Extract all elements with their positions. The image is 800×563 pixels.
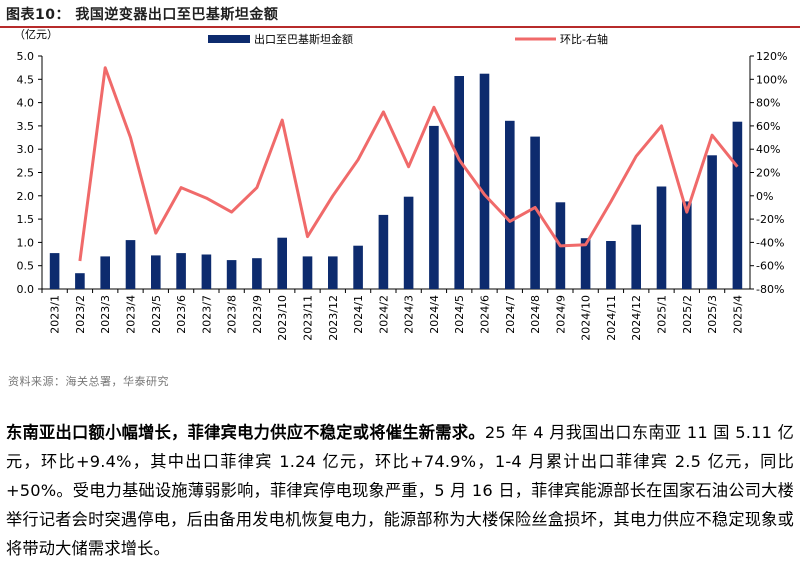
bar — [252, 258, 262, 289]
legend-bar-label: 出口至巴基斯坦金额 — [254, 32, 353, 46]
bar — [580, 238, 591, 289]
y-left-tick-label: 3.5 — [17, 120, 35, 133]
bar — [277, 237, 287, 289]
bar — [530, 136, 540, 289]
title-rule — [0, 26, 800, 28]
x-tick-label: 2023/4 — [125, 295, 138, 334]
x-tick-label: 2023/11 — [302, 295, 315, 341]
y-left-tick-label: 0.5 — [17, 260, 35, 273]
x-tick-label: 2023/7 — [200, 295, 213, 334]
x-tick-label: 2024/4 — [428, 295, 441, 334]
x-tick-label: 2025/2 — [681, 295, 694, 334]
y-left-tick-label: 4.0 — [17, 97, 35, 110]
y-left-tick-label: 2.5 — [17, 167, 35, 180]
y-left-tick-label: 4.5 — [17, 73, 35, 86]
bar — [454, 76, 464, 289]
bar — [656, 186, 667, 289]
bar — [100, 256, 110, 289]
y-right-tick-label: 0% — [756, 190, 773, 203]
bar — [505, 120, 515, 289]
y-right-tick-label: 80% — [756, 97, 780, 110]
x-tick-label: 2024/8 — [529, 295, 542, 334]
bar — [707, 155, 717, 289]
y-right-tick-label: 100% — [756, 73, 787, 86]
bar — [176, 253, 186, 289]
bar — [302, 256, 313, 289]
y-left-tick-label: 2.0 — [17, 190, 35, 203]
bar — [631, 224, 641, 289]
figure-title: 图表10： 我国逆变器出口至巴基斯坦金额 — [6, 7, 279, 23]
bar — [682, 201, 692, 289]
x-tick-label: 2023/8 — [226, 295, 239, 334]
legend-line-label: 环比-右轴 — [560, 32, 608, 46]
x-tick-label: 2023/5 — [150, 295, 163, 334]
x-tick-label: 2024/10 — [580, 295, 593, 341]
x-tick-label: 2024/9 — [554, 295, 567, 334]
bar — [732, 121, 743, 289]
x-tick-label: 2023/12 — [327, 295, 340, 341]
bar — [403, 196, 414, 289]
bar — [479, 73, 490, 289]
paragraph-body: 25 年 4 月我国出口东南亚 11 国 5.11 亿元，环比+9.4%，其中出… — [6, 423, 794, 558]
line-series-mom — [78, 66, 739, 262]
x-tick-label: 2023/10 — [276, 295, 289, 341]
x-tick-label: 2023/2 — [74, 295, 87, 334]
x-tick-label: 2024/1 — [352, 295, 365, 334]
x-tick-label: 2025/4 — [731, 295, 744, 334]
y-right-tick-label: -80% — [756, 283, 784, 296]
x-tick-label: 2024/3 — [403, 295, 416, 334]
bar — [606, 241, 616, 289]
y-right-tick-label: 40% — [756, 143, 780, 156]
y-left-tick-label: 5.0 — [17, 50, 35, 63]
bar — [353, 245, 363, 289]
x-tick-label: 2023/6 — [175, 295, 188, 334]
y-left-unit-label: （亿元） — [14, 28, 58, 41]
x-tick-label: 2025/1 — [656, 295, 669, 334]
x-tick-label: 2024/6 — [479, 295, 492, 334]
y-right-tick-label: -40% — [756, 236, 784, 249]
x-tick-label: 2025/3 — [706, 295, 719, 334]
chart: 0.0 0.5 1.0 1.5 2.0 2.5 3.0 3.5 4.0 4.5 5.0 （亿元） -80… — [14, 28, 787, 341]
x-tick-label: 2023/3 — [99, 295, 112, 334]
y-right-tick-label: 20% — [756, 167, 780, 180]
x-tick-label: 2024/12 — [630, 295, 643, 341]
y-right-tick-label: -20% — [756, 213, 784, 226]
x-tick-label: 2023/9 — [251, 295, 264, 334]
y-left-tick-label: 3.0 — [17, 143, 35, 156]
x-tick-label: 2024/7 — [504, 295, 517, 334]
y-right-tick-label: 60% — [756, 120, 780, 133]
bar — [328, 256, 338, 289]
bar — [125, 240, 136, 289]
bar — [226, 260, 237, 289]
legend-bar-swatch — [208, 35, 250, 43]
y-left-tick-label: 0.0 — [17, 283, 35, 296]
y-right-tick-label: -60% — [756, 260, 784, 273]
y-right-tick-label: 120% — [756, 50, 787, 63]
x-tick-label: 2024/11 — [605, 295, 618, 341]
x-tick-label: 2024/2 — [377, 295, 390, 334]
paragraph-lead: 东南亚出口额小幅增长，菲律宾电力供应不稳定或将催生新需求。 — [6, 423, 485, 442]
y-left-tick-label: 1.5 — [17, 213, 35, 226]
y-left-tick-label: 1.0 — [17, 236, 35, 249]
x-tick-label: 2024/5 — [453, 295, 466, 334]
bar — [151, 255, 161, 289]
body-paragraph: 东南亚出口额小幅增长，菲律宾电力供应不稳定或将催生新需求。25 年 4 月我国出… — [6, 418, 794, 563]
x-tick-label: 2023/1 — [49, 295, 62, 334]
bar — [429, 125, 439, 290]
bar — [201, 254, 212, 289]
bar — [75, 273, 85, 289]
source-note: 资料来源：海关总署，华泰研究 — [8, 375, 169, 388]
bar — [378, 214, 389, 289]
bar — [49, 253, 60, 289]
